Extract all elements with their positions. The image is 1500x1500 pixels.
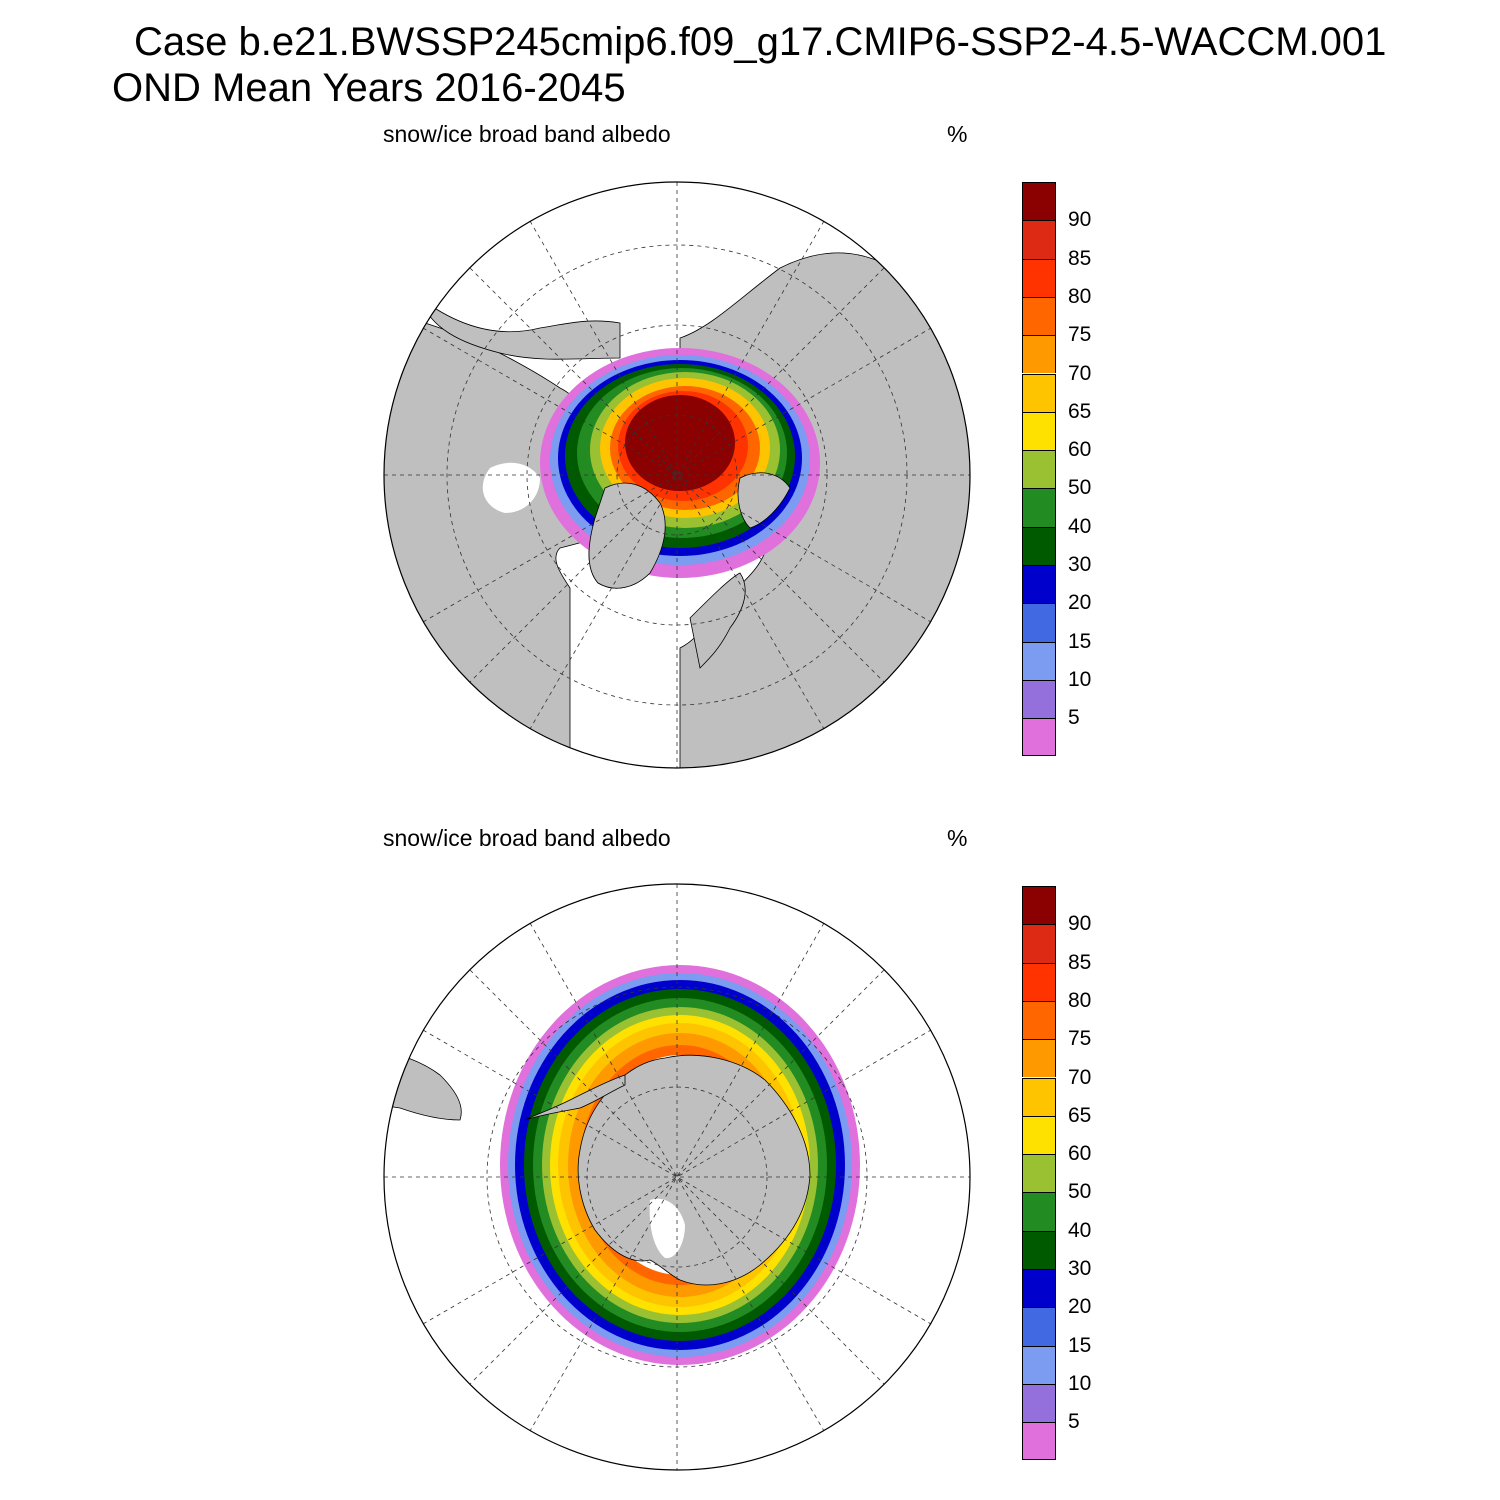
colorbar-tick-label: 20 (1068, 1295, 1092, 1319)
colorbar-tick-label: 5 (1068, 1410, 1080, 1434)
colorbar-swatch (1022, 450, 1056, 489)
colorbar-swatch (1022, 1307, 1056, 1346)
south-map-border (383, 883, 971, 1471)
colorbar-swatch (1022, 1383, 1056, 1423)
colorbar-tick-label: 90 (1068, 208, 1092, 232)
colorbar-tick-label: 75 (1068, 1027, 1092, 1051)
colorbar-swatch (1022, 1345, 1056, 1384)
north-variable-label: snow/ice broad band albedo (383, 121, 671, 147)
colorbar-swatch (1022, 182, 1056, 221)
colorbar-tick-label: 80 (1068, 988, 1092, 1012)
colorbar-tick-label: 90 (1068, 912, 1092, 936)
colorbar-tick-label: 85 (1068, 950, 1092, 974)
colorbar-swatch (1022, 641, 1056, 680)
colorbar-tick-label: 65 (1068, 1103, 1092, 1127)
north-land-overlay (588, 472, 791, 589)
north-sea-ice-field (540, 348, 820, 578)
colorbar-tick-label: 15 (1068, 629, 1092, 653)
period-title: OND Mean Years 2016-2045 (112, 66, 626, 110)
antarctic-peninsula (524, 1074, 626, 1121)
colorbar-tick-label: 75 (1068, 323, 1092, 347)
colorbar-swatch (1022, 679, 1056, 719)
colorbar-tick-label: 60 (1068, 1142, 1092, 1166)
colorbar-tick-label: 30 (1068, 1257, 1092, 1280)
colorbar-swatch (1022, 258, 1056, 297)
colorbar-tick-label: 70 (1068, 1065, 1092, 1089)
colorbar-tick-label: 65 (1068, 399, 1092, 423)
colorbar-tick-label: 85 (1068, 246, 1092, 270)
antarctica-landmass (577, 1054, 811, 1286)
colorbar-swatch (1022, 488, 1056, 527)
colorbar-tick-label: 30 (1068, 553, 1092, 576)
colorbar-tick-label: 5 (1068, 706, 1080, 730)
ice-band-90 (625, 395, 735, 491)
colorbar-swatch (1022, 1230, 1056, 1269)
south-colorbar: 90 85 80 75 70 65 60 50 40 30 20 15 10 5 (1022, 886, 1142, 1464)
colorbar-swatch (1022, 1077, 1056, 1116)
alaska-landmass (419, 296, 621, 360)
colorbar-tick-label: 50 (1068, 476, 1092, 500)
colorbar-swatch (1022, 924, 1056, 963)
colorbar-tick-label: 80 (1068, 284, 1092, 308)
colorbar-swatch (1022, 1269, 1056, 1308)
ross-ice-shelf (649, 1198, 685, 1259)
greenland-overlay (588, 482, 666, 589)
colorbar-tick-label: 40 (1068, 1218, 1092, 1242)
colorbar-tick-label: 10 (1068, 1371, 1092, 1395)
south-variable-label: snow/ice broad band albedo (383, 825, 671, 851)
south-graticule (384, 884, 970, 1470)
colorbar-tick-label: 15 (1068, 1333, 1092, 1357)
colorbar-swatch (1022, 411, 1056, 451)
scandinavia-overlay (737, 472, 791, 529)
colorbar-swatch (1022, 718, 1056, 757)
colorbar-tick-label: 60 (1068, 438, 1092, 462)
south-land-masses (384, 1049, 811, 1286)
colorbar-tick-label: 10 (1068, 667, 1092, 691)
south-units-label: % (947, 825, 968, 851)
north-colorbar: 90 85 80 75 70 65 60 50 40 30 20 15 10 5 (1022, 182, 1142, 760)
colorbar-tick-label: 40 (1068, 514, 1092, 538)
north-units-label: % (947, 121, 968, 147)
colorbar-swatch (1022, 220, 1056, 259)
colorbar-swatch (1022, 1192, 1056, 1231)
north-map-border (383, 181, 971, 769)
colorbar-swatch (1022, 603, 1056, 642)
colorbar-swatch (1022, 565, 1056, 604)
colorbar-swatch (1022, 886, 1056, 925)
colorbar-swatch (1022, 335, 1056, 374)
south-polar-map (383, 883, 971, 1471)
scandinavia-landmass (689, 572, 746, 669)
colorbar-swatch (1022, 1115, 1056, 1155)
colorbar-swatch (1022, 1000, 1056, 1040)
case-title: Case b.e21.BWSSP245cmip6.f09_g17.CMIP6-S… (134, 20, 1387, 64)
north-polar-map (383, 181, 971, 769)
colorbar-tick-label: 20 (1068, 591, 1092, 615)
colorbar-swatch (1022, 1154, 1056, 1193)
colorbar-swatch (1022, 296, 1056, 336)
colorbar-swatch (1022, 526, 1056, 565)
colorbar-swatch (1022, 1039, 1056, 1078)
colorbar-tick-label: 70 (1068, 361, 1092, 385)
colorbar-swatch (1022, 962, 1056, 1001)
colorbar-swatch (1022, 373, 1056, 412)
north-graticule (384, 182, 970, 768)
colorbar-swatch (1022, 1422, 1056, 1461)
colorbar-tick-label: 50 (1068, 1180, 1092, 1204)
